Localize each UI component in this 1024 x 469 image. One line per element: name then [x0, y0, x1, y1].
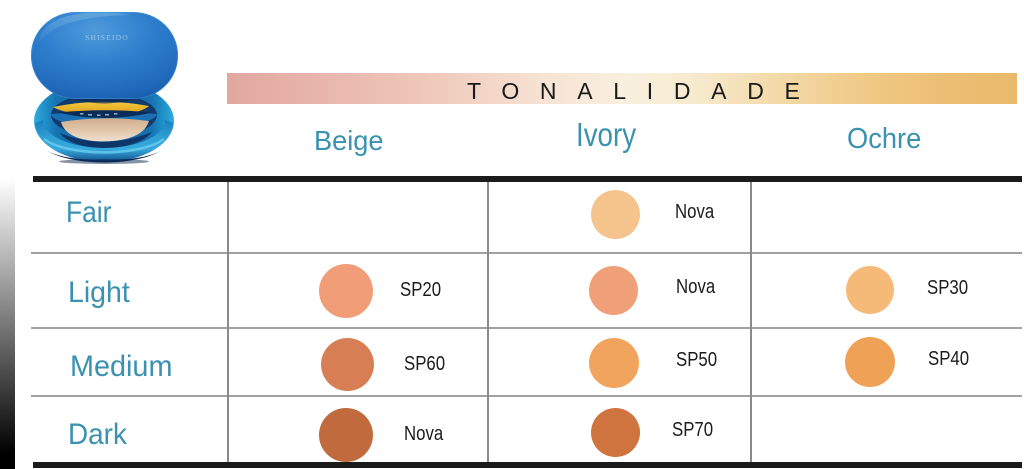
svg-text:SHISEIDO: SHISEIDO: [85, 33, 129, 42]
